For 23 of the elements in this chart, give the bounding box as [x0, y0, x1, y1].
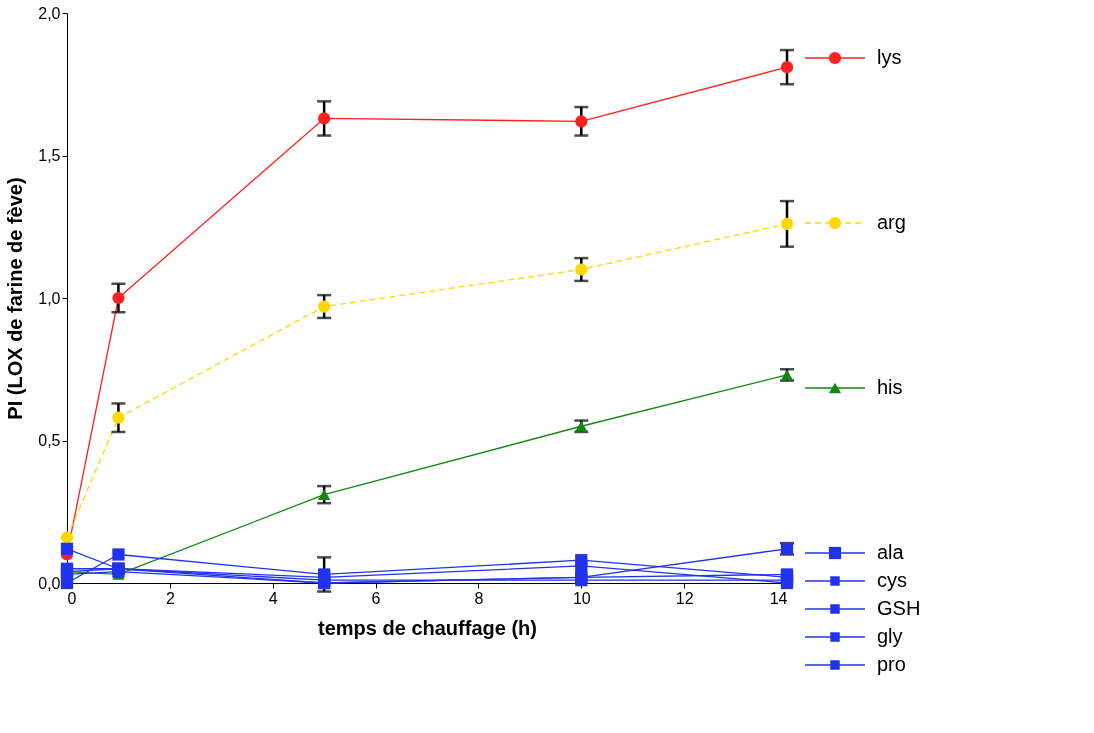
x-tick-label: 14 — [769, 589, 788, 607]
x-tick-label: 2 — [165, 589, 175, 607]
x-tick-label: 10 — [572, 589, 591, 607]
legend-label: cys — [877, 569, 907, 591]
y-tick-label: 1,0 — [38, 289, 61, 307]
y-tick-label: 0,5 — [38, 432, 61, 449]
x-axis-title: temps de chauffage (h) — [318, 616, 537, 639]
legend-label: ala — [877, 541, 905, 563]
x-tick-label: 12 — [675, 589, 694, 607]
x-tick-label: 6 — [371, 589, 381, 607]
legend-label: gly — [877, 625, 903, 647]
x-tick-label: 8 — [474, 589, 484, 607]
x-tick-label: 0 — [67, 589, 77, 607]
y-axis-title: PI (LOX de farine de fève) — [4, 177, 27, 420]
legend-label: pro — [877, 653, 906, 675]
y-tick-label: 1,5 — [38, 147, 61, 164]
legend-label: arg — [877, 211, 906, 233]
legend-label: lys — [877, 46, 902, 68]
y-tick-label: 0,0 — [38, 574, 61, 592]
legend-label: his — [877, 376, 903, 398]
x-tick-label: 4 — [268, 589, 278, 607]
legend-label: GSH — [877, 597, 921, 619]
y-tick-label: 2,0 — [38, 4, 61, 22]
